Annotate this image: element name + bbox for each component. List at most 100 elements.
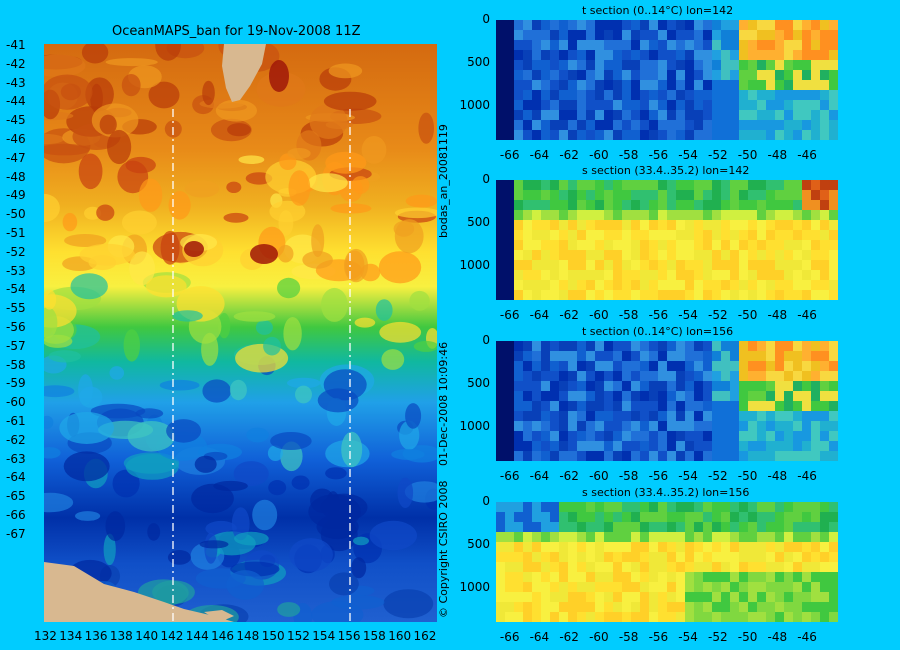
section-depth-tick: 1000	[459, 418, 490, 433]
map-lat-tick: -53	[6, 263, 26, 278]
map-lon-tick: 138	[109, 629, 133, 643]
map-lon-tick: 132	[34, 629, 57, 643]
section-lat-tick: -52	[708, 148, 728, 162]
section-lat-tick: -66	[499, 148, 520, 162]
section-lat-tick: -48	[767, 630, 788, 644]
section-lat-tick: -58	[618, 469, 639, 483]
section-lat-tick: -58	[618, 148, 639, 162]
map-heatmap	[44, 44, 437, 622]
section-lat-tick: -50	[737, 148, 758, 162]
tasmania-landmass	[222, 44, 266, 102]
section-lat-tick: -52	[708, 308, 728, 322]
section-lat-tick: -56	[648, 469, 669, 483]
map-lon-tick: 142	[160, 629, 184, 643]
section-depth-tick: 500	[467, 54, 490, 69]
map-lon-tick: 144	[185, 629, 209, 643]
map-lat-tick: -42	[6, 56, 26, 71]
antarctica-landmass	[44, 562, 234, 622]
map-lat-tick: -47	[6, 150, 26, 165]
map-lat-tick: -46	[6, 132, 26, 146]
map-lon-tick: 136	[84, 629, 108, 643]
section-lat-tick: -46	[797, 308, 817, 322]
map-lat-tick: -44	[6, 94, 26, 109]
section-lat-tick: -56	[648, 630, 669, 644]
section-lat-tick: -56	[648, 308, 669, 322]
map-lon-tick: 158	[362, 629, 386, 643]
section-lat-tick: -54	[678, 148, 698, 162]
section-lat-tick: -62	[559, 469, 579, 483]
map-lat-tick: -55	[6, 301, 26, 316]
map-lat-tick: -64	[6, 470, 26, 485]
map-lat-tick: -59	[6, 376, 26, 391]
map-lat-tick: -49	[6, 188, 26, 203]
section-lat-tick: -58	[618, 308, 639, 322]
map-lon-tick: 148	[236, 629, 260, 643]
section-heatmap	[496, 502, 838, 622]
section-lat-tick: -46	[797, 148, 817, 162]
section-lat-tick: -46	[797, 630, 817, 644]
map-lon-tick: 152	[287, 629, 310, 643]
section-lat-tick: -60	[589, 469, 609, 483]
section-lat-tick: -64	[529, 148, 550, 162]
map-lat-tick: -56	[6, 320, 26, 334]
map-lat-tick: -43	[6, 75, 26, 90]
map-lat-tick: -58	[6, 357, 26, 372]
map-lat-tick: -61	[6, 414, 26, 428]
map-lat-tick: -66	[6, 508, 26, 522]
section-lat-tick: -58	[618, 630, 639, 644]
section-lat-tick: -60	[589, 308, 609, 322]
map-lat-tick: -50	[6, 207, 26, 222]
section-lat-tick: -54	[678, 630, 698, 644]
map-lon-tick: 146	[211, 629, 234, 643]
section-title: t section (0..14°C) lon=142	[582, 4, 734, 17]
section-lat-tick: -46	[797, 469, 817, 483]
section-lat-tick: -62	[559, 308, 579, 322]
section-lat-tick: -52	[708, 469, 728, 483]
map-lon-tick: 154	[312, 629, 336, 643]
map-lat-tick: -48	[6, 169, 26, 184]
map-title: OceanMAPS_ban for 19-Nov-2008 11Z	[112, 24, 361, 39]
section-lat-tick: -48	[767, 469, 788, 483]
section-title: t section (0..14°C) lon=156	[582, 325, 734, 338]
section-depth-tick: 1000	[459, 579, 490, 594]
map-lon-tick: 160	[388, 629, 412, 643]
section-title: s section (33.4..35.2) lon=142	[582, 164, 750, 177]
section-lat-tick: -48	[767, 148, 788, 162]
map-lat-tick: -51	[6, 226, 26, 240]
section-lat-tick: -48	[767, 308, 788, 322]
map-lon-tick: 140	[135, 629, 159, 643]
section-depth-tick: 0	[482, 333, 490, 347]
section-depth-tick: 500	[467, 536, 490, 551]
map-lat-tick: -67	[6, 526, 26, 541]
section-lat-tick: -56	[648, 148, 669, 162]
section-depth-tick: 500	[467, 214, 490, 229]
section-lat-tick: -54	[678, 469, 698, 483]
run-id-label: bodas_an_20081119	[437, 124, 450, 238]
section-heatmap	[496, 180, 838, 300]
section-depth-tick: 1000	[459, 257, 490, 272]
map-lat-tick: -52	[6, 244, 26, 259]
map-lon-tick: 150	[261, 629, 285, 643]
map-lon-tick: 162	[413, 629, 437, 643]
map-lat-tick: -54	[6, 282, 26, 297]
section-lat-tick: -52	[708, 630, 728, 644]
section-lat-tick: -66	[499, 630, 520, 644]
section-lat-tick: -62	[559, 148, 579, 162]
map-lat-tick: -60	[6, 395, 26, 410]
section-depth-tick: 0	[482, 494, 490, 508]
section-heatmap	[496, 341, 838, 461]
section-lat-tick: -66	[499, 469, 520, 483]
map-lat-tick: -41	[6, 38, 26, 52]
section-lat-tick: -60	[589, 630, 609, 644]
map-lon-tick: 134	[59, 629, 83, 643]
section-lat-tick: -64	[529, 630, 550, 644]
section-lat-tick: -64	[529, 469, 550, 483]
map-lat-tick: -45	[6, 113, 26, 128]
section-lat-tick: -62	[559, 630, 579, 644]
section-depth-tick: 0	[482, 12, 490, 26]
section-lat-tick: -50	[737, 630, 758, 644]
section-lat-tick: -54	[678, 308, 698, 322]
section-title: s section (33.4..35.2) lon=156	[582, 486, 750, 499]
section-depth-tick: 1000	[459, 97, 490, 112]
section-lat-tick: -50	[737, 469, 758, 483]
